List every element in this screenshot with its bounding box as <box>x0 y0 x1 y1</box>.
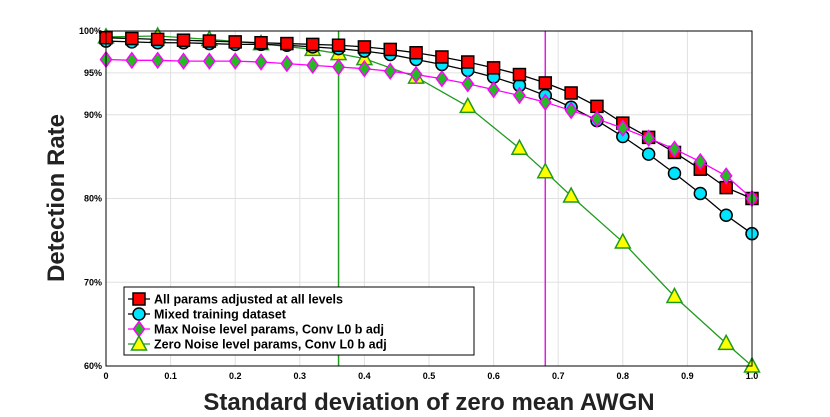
data-point <box>461 74 475 93</box>
data-point <box>332 58 345 76</box>
legend-entry: Max Noise level params, Conv L0 b adj <box>154 323 384 337</box>
data-point <box>254 53 268 71</box>
data-point <box>667 166 682 181</box>
x-tick-label: 0.6 <box>487 371 500 381</box>
data-point <box>202 52 216 70</box>
data-point <box>202 34 217 48</box>
legend-marker <box>130 334 148 351</box>
data-point <box>435 69 449 88</box>
data-point <box>513 86 526 105</box>
x-axis-label: Standard deviation of zero mean AWGN <box>203 389 654 416</box>
data-point <box>564 101 578 120</box>
data-point <box>616 119 630 137</box>
data-point <box>150 32 165 47</box>
legend-entry: Mixed training dataset <box>154 308 287 322</box>
x-tick-label: 1.0 <box>746 371 759 381</box>
data-point <box>719 208 733 222</box>
plot-frame <box>105 30 753 367</box>
y-tick-label: 100% <box>79 26 102 36</box>
data-point <box>280 36 294 51</box>
x-tick-label: 0.2 <box>229 371 242 381</box>
legend-marker <box>132 307 146 321</box>
data-point <box>512 67 527 82</box>
data-point <box>719 167 733 185</box>
y-tick-label: 80% <box>84 194 102 204</box>
legend-entry: Zero Noise level params, Conv L0 b adj <box>154 338 387 352</box>
data-point <box>409 65 423 84</box>
legend-box <box>123 286 475 356</box>
data-point <box>254 35 268 50</box>
data-point <box>176 33 191 47</box>
data-point <box>461 55 475 69</box>
data-point <box>459 96 477 114</box>
legend-marker <box>132 292 146 306</box>
y-tick-label: 70% <box>84 277 102 287</box>
data-point <box>305 37 320 52</box>
data-point <box>562 186 580 203</box>
data-point <box>486 61 501 75</box>
data-point <box>642 129 656 147</box>
data-point <box>693 186 708 201</box>
x-tick-label: 0.1 <box>164 371 177 381</box>
data-point <box>641 147 656 161</box>
y-tick-label: 90% <box>84 110 102 120</box>
data-point <box>357 59 371 78</box>
data-point <box>665 286 684 304</box>
legend-entry: All params adjusted at all levels <box>154 293 343 307</box>
data-point <box>383 42 397 57</box>
data-point <box>409 46 423 60</box>
data-point <box>280 54 294 73</box>
data-point <box>693 152 707 171</box>
y-tick-label: 60% <box>84 361 102 371</box>
data-point <box>668 140 681 158</box>
x-tick-label: 0.3 <box>294 371 307 381</box>
data-point <box>590 110 604 128</box>
data-point <box>177 52 190 70</box>
x-tick-label: 0.5 <box>423 371 436 381</box>
x-tick-label: 0.8 <box>617 371 630 381</box>
data-point <box>125 31 139 46</box>
data-point <box>383 62 397 80</box>
data-point <box>564 86 578 100</box>
data-point <box>125 51 139 70</box>
data-point <box>306 56 320 75</box>
x-tick-label: 0 <box>103 371 108 381</box>
data-point <box>538 93 552 111</box>
x-tick-label: 0.7 <box>552 371 565 381</box>
x-tick-label: 0.9 <box>681 371 694 381</box>
data-point <box>228 35 242 49</box>
data-point <box>487 80 501 99</box>
data-point <box>331 38 346 52</box>
data-point <box>510 138 529 155</box>
data-point <box>538 76 553 90</box>
data-point <box>228 52 242 70</box>
y-axis-label: Detection Rate <box>43 114 70 282</box>
data-point <box>536 162 555 179</box>
y-tick-label: 95% <box>84 68 102 78</box>
axis-ticks: 0 0.1 0.2 0.3 0.4 0.5 0.6 0.7 0.8 0.9 1.0 60% 70% 80%… <box>79 26 758 381</box>
x-tick-label: 0.4 <box>358 371 371 381</box>
data-point <box>435 50 449 64</box>
data-point <box>357 40 372 54</box>
data-point <box>717 333 735 351</box>
data-point <box>614 232 632 249</box>
data-point <box>151 51 165 70</box>
